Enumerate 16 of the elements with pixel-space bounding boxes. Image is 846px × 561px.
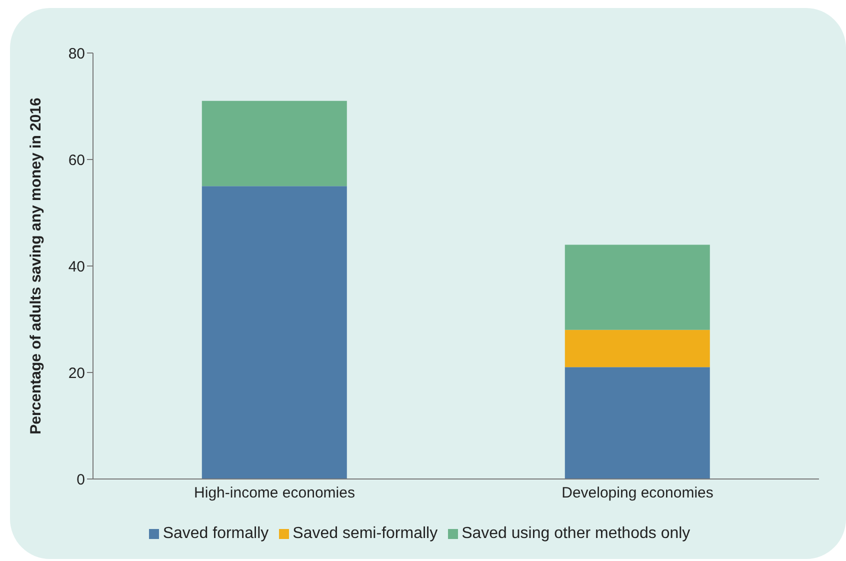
x-tick-label: High-income economies bbox=[194, 484, 355, 502]
y-tick-label: 60 bbox=[68, 152, 85, 169]
bar bbox=[202, 100, 347, 186]
bar bbox=[564, 367, 710, 479]
y-tick-label: 40 bbox=[68, 258, 85, 276]
bar bbox=[564, 330, 710, 368]
y-axis-title: Percentage of adults saving any money in 2016 bbox=[27, 98, 44, 434]
y-tick-label: 80 bbox=[68, 45, 85, 62]
bar bbox=[202, 186, 347, 479]
y-tick-label: 20 bbox=[68, 364, 85, 382]
y-tick-label: 0 bbox=[76, 471, 85, 488]
bar bbox=[564, 244, 710, 330]
legend-label: Saved formally bbox=[162, 525, 269, 542]
legend-label: Saved semi-formally bbox=[292, 525, 438, 542]
x-tick-label: Developing economies bbox=[562, 484, 714, 502]
legend-label: Saved using other methods only bbox=[462, 525, 690, 542]
